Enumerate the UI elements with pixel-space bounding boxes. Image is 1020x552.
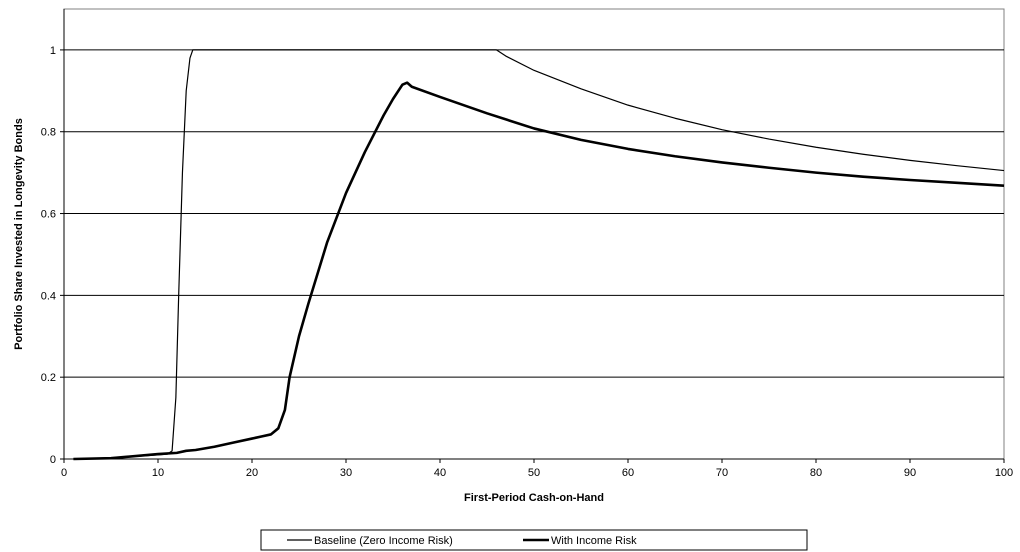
y-axis-ticks: 0 0.2 0.4 0.6 0.8 1 <box>41 45 64 466</box>
legend-label-baseline: Baseline (Zero Income Risk) <box>314 535 453 547</box>
x-axis-ticks: 0 10 20 30 40 50 60 70 80 90 100 <box>61 459 1013 479</box>
x-tick-label: 70 <box>716 467 728 479</box>
series-line-with-income-risk <box>73 81 1005 461</box>
legend: Baseline (Zero Income Risk) With Income … <box>260 529 808 551</box>
x-tick-label: 40 <box>434 467 446 479</box>
x-tick-label: 20 <box>246 467 258 479</box>
x-tick-label: 100 <box>995 467 1013 479</box>
x-tick-label: 10 <box>152 467 164 479</box>
y-tick-label: 0.2 <box>41 372 56 384</box>
y-tick-label: 1 <box>50 45 56 57</box>
y-tick-label: 0.6 <box>41 209 56 221</box>
y-tick-label: 0.8 <box>41 127 56 139</box>
series-lines <box>73 49 1005 461</box>
legend-label-income-risk: With Income Risk <box>551 535 637 547</box>
y-tick-label: 0 <box>50 454 56 466</box>
series-line-baseline <box>73 49 1005 460</box>
x-tick-label: 80 <box>810 467 822 479</box>
plot-area <box>63 8 1005 460</box>
x-axis-title: First-Period Cash-on-Hand <box>464 492 604 504</box>
x-tick-label: 50 <box>528 467 540 479</box>
x-tick-label: 30 <box>340 467 352 479</box>
x-tick-label: 90 <box>904 467 916 479</box>
x-tick-label: 60 <box>622 467 634 479</box>
x-tick-label: 0 <box>61 467 67 479</box>
y-tick-label: 0.4 <box>41 290 56 302</box>
y-axis-title: Portfolio Share Invested in Longevity Bo… <box>13 118 25 350</box>
